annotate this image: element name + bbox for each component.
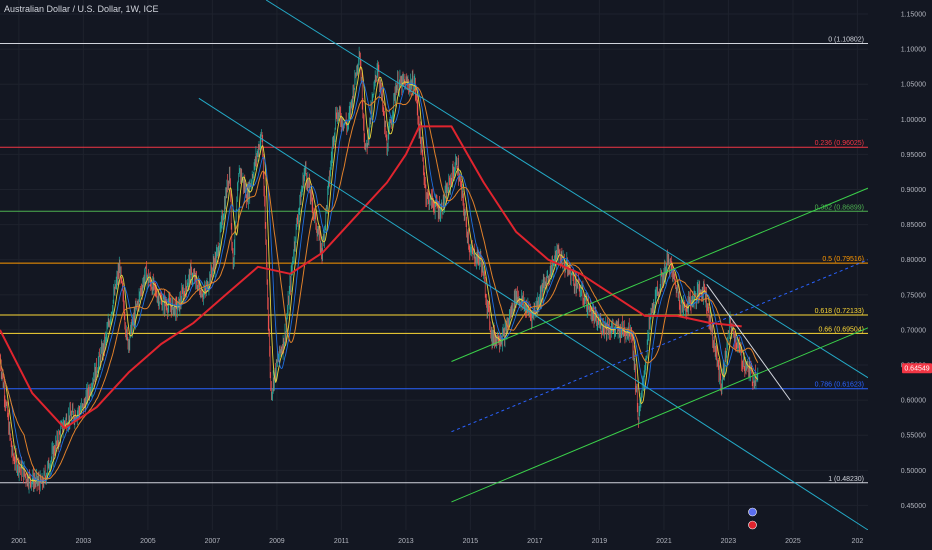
trend-line-upper-descending: [265, 0, 869, 379]
fib-level-label: 0.618 (0.72133): [815, 308, 864, 315]
fib-level-label: 1 (0.48230): [828, 476, 864, 483]
price-axis-label: 1.10000: [901, 47, 926, 54]
ma-fast-line: [0, 80, 759, 482]
ma-mid-line: [0, 86, 759, 480]
time-axis-label: 2021: [656, 538, 672, 545]
current-price-label: 0.64549: [904, 366, 929, 373]
time-axis-label: 2013: [398, 538, 414, 545]
time-axis-label: 2023: [721, 538, 737, 545]
time-axis-label: 2005: [140, 538, 156, 545]
fib-level-label: 0 (1.10802): [828, 37, 864, 44]
price-axis-label: 0.50000: [901, 468, 926, 475]
trend-line-channel-lower: [451, 327, 869, 503]
fib-level-label: 0.786 (0.61623): [815, 382, 864, 389]
ma-short-line: [0, 66, 759, 483]
time-axis-label: 2009: [269, 538, 285, 545]
price-axis-label: 0.55000: [901, 433, 926, 440]
time-axis-label: 202: [852, 538, 864, 545]
time-axis-label: 2003: [76, 538, 92, 545]
time-axis-label: 2019: [592, 538, 608, 545]
price-axis-label: 0.75000: [901, 292, 926, 299]
price-axis-label: 0.70000: [901, 327, 926, 334]
price-axis-label: 0.80000: [901, 257, 926, 264]
time-axis-label: 2015: [463, 538, 479, 545]
time-axis-bg: [0, 530, 932, 550]
price-axis-label: 1.05000: [901, 82, 926, 89]
price-axis-label: 0.95000: [901, 152, 926, 159]
time-axis-label: 2001: [11, 538, 27, 545]
time-axis-label: 2017: [527, 538, 543, 545]
event-marker-icon: [748, 520, 757, 530]
price-axis-label: 0.90000: [901, 187, 926, 194]
price-axis-label: 1.15000: [901, 12, 926, 19]
event-marker-icon: [748, 507, 757, 517]
price-axis-label: 0.60000: [901, 398, 926, 405]
fib-level-label: 0.66 (0.69504): [818, 326, 864, 333]
symbol-title: Australian Dollar / U.S. Dollar, 1W, ICE: [4, 4, 159, 14]
time-axis-label: 2011: [334, 538, 349, 545]
trend-line-channel-upper: [451, 187, 869, 362]
price-axis-bg: [868, 0, 932, 550]
price-axis-label: 1.00000: [901, 117, 926, 124]
current-price-badge: [902, 363, 932, 374]
time-axis-label: 2007: [205, 538, 221, 545]
price-axis-label: 0.85000: [901, 222, 926, 229]
time-axis-label: 2025: [785, 538, 801, 545]
fib-level-label: 0.382 (0.86899): [815, 204, 864, 211]
trend-line-short-descending: [706, 284, 791, 401]
trend-line-lower-descending: [198, 97, 869, 531]
fib-level-label: 0.5 (0.79516): [822, 256, 864, 263]
price-axis-label: 0.45000: [901, 503, 926, 510]
fib-level-label: 0.236 (0.96025): [815, 140, 864, 147]
